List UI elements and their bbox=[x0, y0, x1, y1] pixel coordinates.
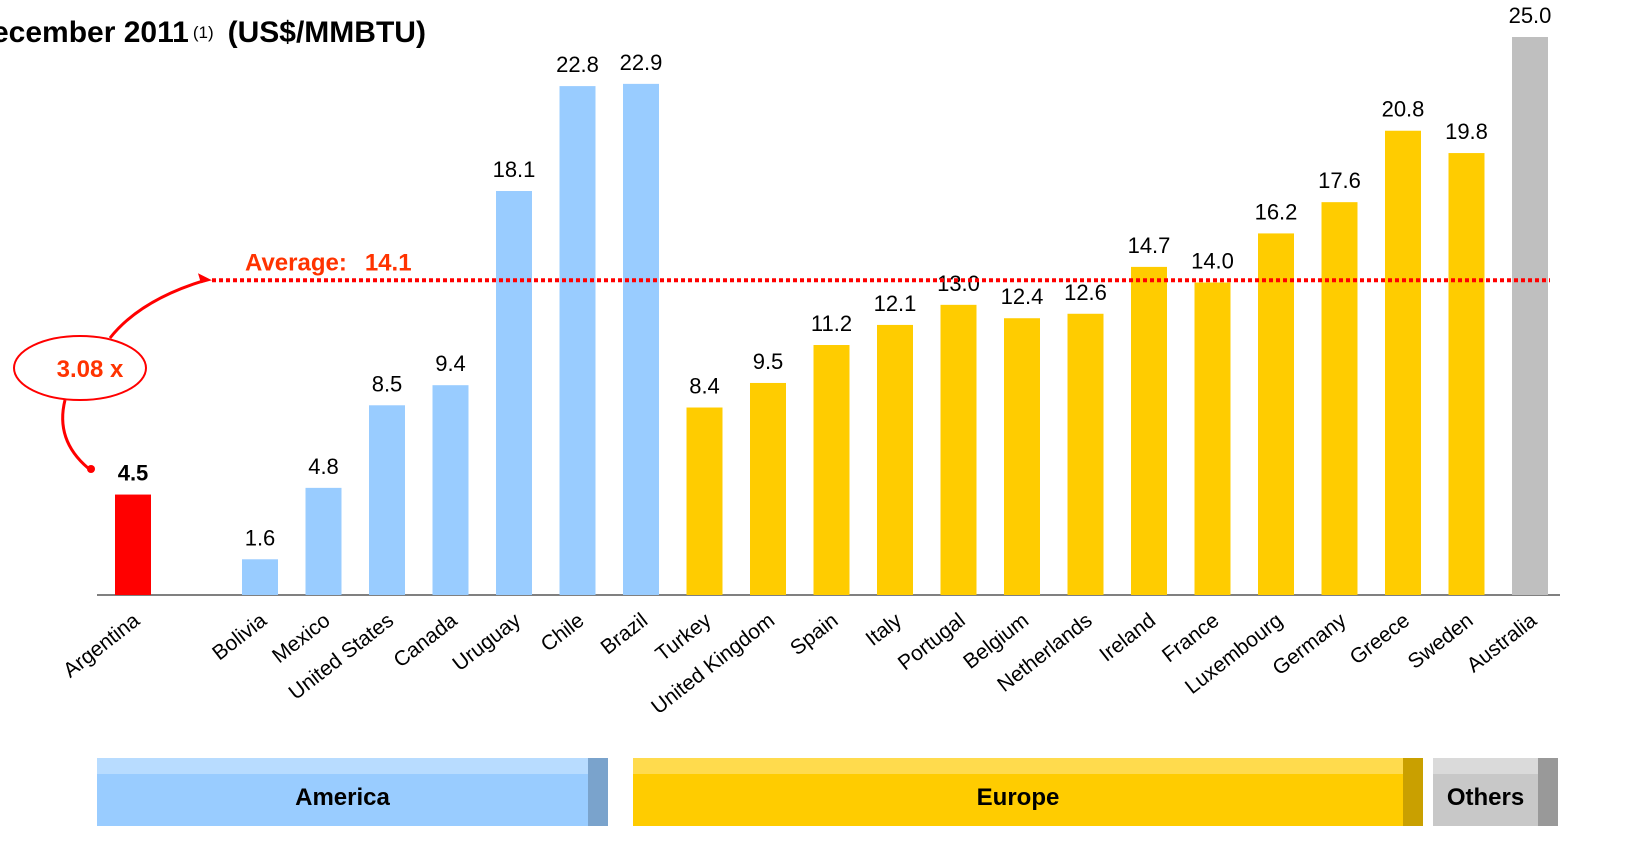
x-tick-label: Argentina bbox=[59, 609, 144, 683]
bar bbox=[686, 407, 723, 595]
bar bbox=[369, 405, 405, 595]
value-label: 1.6 bbox=[245, 525, 276, 550]
value-label: 17.6 bbox=[1318, 168, 1361, 193]
arrow-head bbox=[198, 273, 212, 284]
ratio-label: 3.08 x bbox=[57, 356, 124, 383]
value-label: 22.8 bbox=[556, 52, 599, 77]
bar bbox=[1004, 318, 1040, 595]
x-tick-label: Australia bbox=[1463, 609, 1542, 678]
value-label: 13.0 bbox=[937, 271, 980, 296]
bar bbox=[1194, 282, 1231, 595]
chart-title: ecember 2011 bbox=[0, 16, 189, 49]
group-box-top bbox=[633, 758, 1423, 774]
ratio-arrow-up bbox=[108, 278, 206, 339]
x-tick-label: Chile bbox=[537, 609, 589, 657]
value-label: 19.8 bbox=[1445, 119, 1488, 144]
bar bbox=[1448, 153, 1485, 595]
bar bbox=[750, 382, 786, 595]
bar bbox=[940, 304, 977, 595]
average-label: Average: 14.1 bbox=[245, 249, 412, 276]
bar bbox=[115, 494, 151, 595]
group-label: Europe bbox=[977, 784, 1060, 811]
unit: (US$/MMBTU) bbox=[228, 16, 426, 49]
x-tick-label: Italy bbox=[862, 609, 907, 651]
value-label: 9.4 bbox=[435, 351, 466, 376]
arrow-head bbox=[87, 465, 95, 473]
group-label: America bbox=[295, 784, 390, 811]
bar bbox=[1385, 130, 1421, 595]
group-box-edge bbox=[1403, 758, 1423, 826]
x-tick-label: Uruguay bbox=[448, 609, 525, 676]
value-label: 4.8 bbox=[308, 454, 339, 479]
value-label: 18.1 bbox=[493, 157, 536, 182]
x-tick-label: Ireland bbox=[1095, 609, 1160, 667]
average-label-text: Average: bbox=[245, 249, 347, 276]
ratio-arrow-down bbox=[61, 399, 89, 470]
value-label: 25.0 bbox=[1509, 3, 1552, 28]
value-label: 22.9 bbox=[620, 50, 663, 75]
bar bbox=[813, 345, 850, 595]
bar bbox=[1321, 202, 1358, 595]
value-label: 9.5 bbox=[753, 349, 784, 374]
value-label: 12.4 bbox=[1001, 284, 1044, 309]
value-label: 4.5 bbox=[118, 461, 149, 486]
value-label: 14.7 bbox=[1128, 233, 1171, 258]
bar bbox=[305, 487, 342, 595]
group-box-top bbox=[1433, 758, 1558, 774]
value-label: 16.2 bbox=[1255, 199, 1298, 224]
bar bbox=[559, 86, 596, 595]
value-label: 12.1 bbox=[874, 291, 917, 316]
bar bbox=[496, 191, 532, 595]
x-tick-label: Portugal bbox=[894, 609, 970, 675]
x-tick-label: Canada bbox=[389, 609, 461, 673]
value-label: 8.4 bbox=[689, 374, 720, 399]
x-tick-label: Spain bbox=[786, 609, 842, 660]
value-label: 8.5 bbox=[372, 371, 403, 396]
bar bbox=[623, 83, 659, 595]
bar bbox=[1131, 266, 1167, 595]
bar bbox=[1258, 233, 1294, 595]
bar bbox=[1067, 313, 1104, 595]
group-box-top bbox=[97, 758, 608, 774]
value-label: 20.8 bbox=[1382, 97, 1425, 122]
x-tick-label: Brazil bbox=[597, 609, 653, 659]
title-note: (1) bbox=[193, 23, 214, 42]
bar bbox=[1512, 37, 1548, 595]
value-label: 14.0 bbox=[1191, 249, 1234, 274]
x-tick-label: Bolivia bbox=[208, 609, 271, 665]
chart-title-line: ecember 2011 (1) (US$/MMBTU) bbox=[0, 16, 426, 49]
ratio-ellipse bbox=[13, 335, 147, 401]
bar bbox=[877, 324, 913, 595]
group-box-edge bbox=[588, 758, 608, 826]
group-label: Others bbox=[1447, 784, 1524, 811]
value-label: 12.6 bbox=[1064, 280, 1107, 305]
bar bbox=[432, 385, 469, 595]
bar bbox=[242, 559, 278, 595]
average-value: 14.1 bbox=[365, 249, 412, 276]
group-box-edge bbox=[1538, 758, 1558, 826]
x-tick-label: Greece bbox=[1346, 609, 1414, 670]
value-label: 11.2 bbox=[811, 311, 852, 336]
